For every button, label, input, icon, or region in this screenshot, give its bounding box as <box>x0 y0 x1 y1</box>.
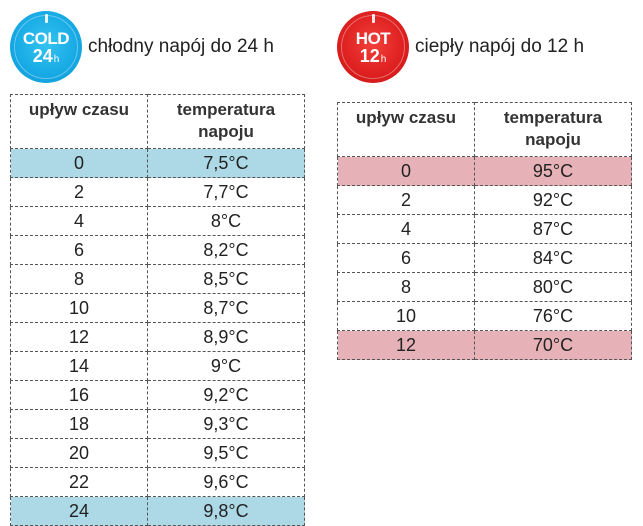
temperature-cell: 7,5°C <box>147 148 305 178</box>
elapsed-time-cell: 12 <box>337 330 475 360</box>
header-drink-temperature: temperatura napoju <box>474 102 632 157</box>
table-row: 2 7,7°C <box>10 177 305 207</box>
elapsed-time-cell: 2 <box>337 185 475 215</box>
elapsed-time-cell: 6 <box>10 235 148 265</box>
temperature-cell: 70°C <box>474 330 632 360</box>
temperature-cell: 95°C <box>474 156 632 186</box>
table-row: 10 76°C <box>337 301 632 331</box>
hot-header: HOT 12h ciepły napój do 12 h <box>337 8 632 86</box>
header-drink-temperature: temperatura napoju <box>147 94 305 149</box>
badge-ring <box>341 15 405 79</box>
badge-ring <box>14 15 78 79</box>
temperature-cell: 9,5°C <box>147 438 305 468</box>
table-row: 12 70°C <box>337 330 632 360</box>
elapsed-time-cell: 12 <box>10 322 148 352</box>
table-row: 4 87°C <box>337 214 632 244</box>
table-row: 14 9°C <box>10 351 305 381</box>
hot-12h-badge-icon: HOT 12h <box>337 11 409 83</box>
table-row: 0 95°C <box>337 156 632 186</box>
temperature-cell: 9°C <box>147 351 305 381</box>
table-header-row: upływ czasu temperatura napoju <box>10 94 305 149</box>
cold-panel: COLD 24h chłodny napój do 24 h upływ cza… <box>10 8 305 526</box>
temperature-cell: 80°C <box>474 272 632 302</box>
table-row: 16 9,2°C <box>10 380 305 410</box>
elapsed-time-cell: 18 <box>10 409 148 439</box>
table-row: 20 9,5°C <box>10 438 305 468</box>
table-row: 22 9,6°C <box>10 467 305 497</box>
elapsed-time-cell: 16 <box>10 380 148 410</box>
elapsed-time-cell: 8 <box>337 272 475 302</box>
elapsed-time-cell: 24 <box>10 496 148 526</box>
table-row: 10 8,7°C <box>10 293 305 323</box>
table-row: 8 8,5°C <box>10 264 305 294</box>
temperature-cell: 8,7°C <box>147 293 305 323</box>
elapsed-time-cell: 0 <box>337 156 475 186</box>
elapsed-time-cell: 14 <box>10 351 148 381</box>
elapsed-time-cell: 8 <box>10 264 148 294</box>
table-row: 18 9,3°C <box>10 409 305 439</box>
cold-24h-badge-icon: COLD 24h <box>10 11 82 83</box>
header-elapsed-time: upływ czasu <box>337 102 475 157</box>
header-elapsed-time: upływ czasu <box>10 94 148 149</box>
cold-temperature-table: upływ czasu temperatura napoju 0 7,5°C 2 7,… <box>10 94 305 526</box>
table-header-row: upływ czasu temperatura napoju <box>337 102 632 157</box>
temperature-cell: 76°C <box>474 301 632 331</box>
temperature-cell: 92°C <box>474 185 632 215</box>
temperature-cell: 9,6°C <box>147 467 305 497</box>
elapsed-time-cell: 2 <box>10 177 148 207</box>
temperature-cell: 84°C <box>474 243 632 273</box>
elapsed-time-cell: 10 <box>10 293 148 323</box>
cold-header: COLD 24h chłodny napój do 24 h <box>10 8 305 86</box>
elapsed-time-cell: 6 <box>337 243 475 273</box>
table-row: 2 92°C <box>337 185 632 215</box>
temperature-cell: 8,5°C <box>147 264 305 294</box>
cold-table-body: 0 7,5°C 2 7,7°C 4 8°C 6 8,2°C 8 8,5°C 10 8,7°C 12 8,9… <box>10 148 305 526</box>
elapsed-time-cell: 4 <box>10 206 148 236</box>
hot-panel: HOT 12h ciepły napój do 12 h upływ czasu… <box>337 8 632 360</box>
temperature-cell: 7,7°C <box>147 177 305 207</box>
hot-table-body: 0 95°C 2 92°C 4 87°C 6 84°C 8 80°C 10 76°C 12 70°C <box>337 156 632 360</box>
table-row: 0 7,5°C <box>10 148 305 178</box>
table-row: 6 84°C <box>337 243 632 273</box>
table-row: 24 9,8°C <box>10 496 305 526</box>
temperature-cell: 8,2°C <box>147 235 305 265</box>
elapsed-time-cell: 10 <box>337 301 475 331</box>
elapsed-time-cell: 22 <box>10 467 148 497</box>
hot-caption: ciepły napój do 12 h <box>415 36 585 57</box>
table-row: 4 8°C <box>10 206 305 236</box>
temperature-cell: 8°C <box>147 206 305 236</box>
temperature-cell: 87°C <box>474 214 632 244</box>
temperature-cell: 9,3°C <box>147 409 305 439</box>
table-row: 12 8,9°C <box>10 322 305 352</box>
elapsed-time-cell: 20 <box>10 438 148 468</box>
temperature-cell: 8,9°C <box>147 322 305 352</box>
hot-temperature-table: upływ czasu temperatura napoju 0 95°C 2 92°… <box>337 102 632 360</box>
elapsed-time-cell: 0 <box>10 148 148 178</box>
clock-tick-icon <box>44 14 48 23</box>
temperature-cell: 9,2°C <box>147 380 305 410</box>
clock-tick-icon <box>371 14 375 23</box>
table-row: 8 80°C <box>337 272 632 302</box>
cold-caption: chłodny napój do 24 h <box>88 36 274 57</box>
temperature-cell: 9,8°C <box>147 496 305 526</box>
table-row: 6 8,2°C <box>10 235 305 265</box>
elapsed-time-cell: 4 <box>337 214 475 244</box>
